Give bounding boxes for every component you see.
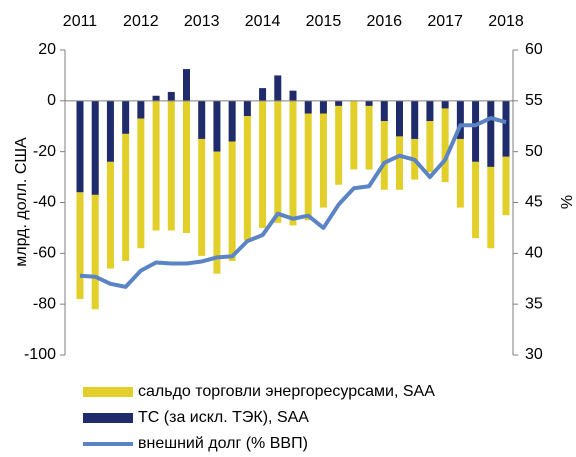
bar	[91, 194, 99, 310]
bar	[274, 100, 282, 223]
bar	[274, 75, 282, 101]
y-tick-label: -60	[33, 245, 56, 262]
x-tick-label: 2011	[63, 13, 98, 30]
legend-label: сальдо торговли энергоресурсами, SAA	[138, 383, 435, 400]
bar	[319, 100, 327, 114]
y2-tick-label: 60	[525, 41, 543, 58]
y-tick-label: -40	[33, 194, 56, 211]
bar	[183, 100, 190, 233]
y2-tick-label: 40	[525, 245, 543, 262]
bar	[152, 95, 160, 101]
bar	[396, 136, 403, 190]
bar	[213, 100, 221, 152]
bar	[106, 161, 114, 269]
bar	[228, 100, 236, 142]
bar	[380, 100, 388, 122]
x-tick-label: 2012	[123, 13, 159, 30]
bar	[487, 166, 495, 249]
y-tick-label: -20	[33, 143, 56, 160]
y2-tick-label: 35	[525, 295, 543, 312]
y-tick-label: -100	[24, 346, 56, 363]
y2-tick-label: 50	[525, 143, 543, 160]
bar	[243, 116, 251, 241]
y2-tick-label: 55	[525, 92, 543, 109]
bar	[259, 100, 267, 228]
x-tick-label: 2014	[245, 13, 281, 30]
bar	[167, 91, 175, 101]
bar	[502, 156, 510, 216]
bar	[167, 100, 175, 231]
bar	[243, 100, 251, 117]
bar	[122, 100, 130, 134]
legend-label: ТС (за искл. ТЭК), SAA	[138, 409, 309, 426]
bar	[76, 192, 84, 300]
legend-swatch	[83, 387, 133, 397]
bar	[152, 100, 160, 231]
bar	[426, 100, 434, 122]
bar	[106, 100, 114, 162]
y2-tick-label: 30	[525, 346, 543, 363]
bar	[137, 100, 145, 119]
y-tick-label: 20	[38, 41, 56, 58]
bar	[487, 100, 495, 167]
x-tick-label: 2013	[184, 13, 220, 30]
bar	[365, 105, 373, 170]
bar	[335, 100, 343, 106]
x-tick-label: 2017	[427, 13, 463, 30]
bar	[198, 100, 206, 139]
y2-tick-label: 45	[525, 194, 543, 211]
bar	[198, 138, 206, 256]
y2-axis-label: %	[559, 195, 576, 209]
bar	[456, 138, 464, 208]
bar	[183, 69, 190, 101]
x-tick-label: 2015	[306, 13, 342, 30]
bar	[396, 100, 403, 137]
bar	[365, 100, 373, 106]
bar	[380, 121, 388, 190]
bar	[91, 100, 99, 195]
bar	[122, 133, 130, 261]
bar	[426, 121, 434, 172]
bar	[76, 100, 84, 193]
bar	[472, 100, 480, 162]
bar	[259, 88, 267, 101]
bar	[304, 113, 312, 221]
bar	[411, 100, 419, 139]
bar	[441, 100, 449, 109]
bar	[319, 113, 327, 208]
legend-label: внешний долг (% ВВП)	[138, 435, 308, 452]
bar	[137, 118, 145, 249]
x-tick-label: 2016	[366, 13, 402, 30]
y-axis-label: млрд. долл. США	[13, 137, 30, 267]
line	[79, 116, 507, 289]
bar	[289, 100, 297, 226]
bar	[472, 161, 480, 239]
legend-swatch	[83, 413, 133, 423]
y-tick-label: 0	[47, 92, 56, 109]
bar	[289, 90, 297, 101]
y-tick-label: -80	[33, 295, 56, 312]
bar	[350, 100, 358, 170]
bar	[441, 108, 449, 183]
bar	[335, 105, 343, 185]
bar	[304, 100, 312, 114]
x-tick-label: 2018	[488, 13, 524, 30]
bar	[456, 100, 464, 139]
bar	[502, 100, 510, 157]
bar	[228, 141, 236, 261]
bar	[213, 151, 221, 274]
